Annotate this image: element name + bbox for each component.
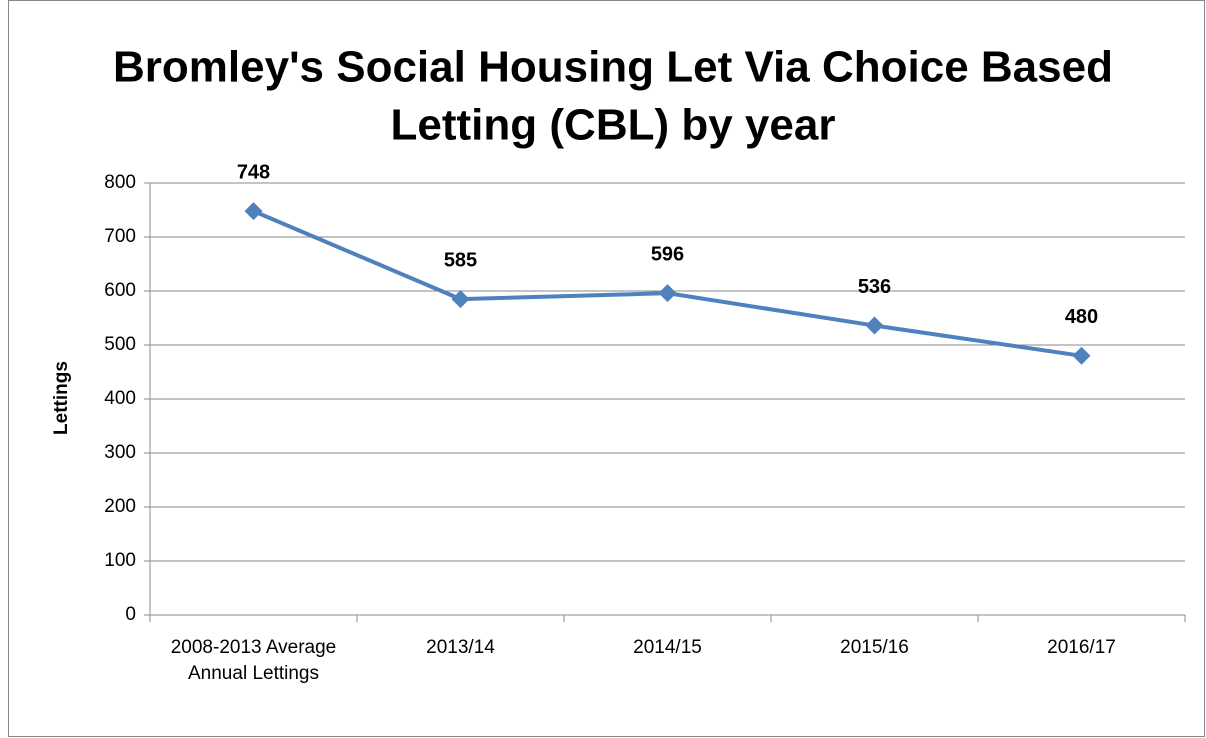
y-axis-label: Lettings: [51, 361, 72, 435]
data-point: [451, 290, 470, 309]
chart-title-line: Bromley's Social Housing Let Via Choice …: [113, 43, 1113, 92]
x-tick-label: 2014/15: [633, 637, 702, 658]
y-tick-label: 500: [104, 334, 136, 355]
x-tick-label: 2015/16: [840, 637, 909, 658]
data-point: [244, 202, 263, 221]
x-tick-label: 2008-2013 Average Annual Lettings: [170, 637, 337, 684]
y-tick-label: 800: [104, 172, 136, 193]
chart-border: [8, 0, 1205, 737]
chart-title-line: Letting (CBL) by year: [391, 101, 836, 150]
data-label: 480: [1065, 306, 1098, 328]
data-label: 585: [444, 249, 477, 271]
data-point: [658, 284, 677, 303]
y-tick-label: 0: [125, 604, 136, 625]
y-tick-label: 400: [104, 388, 136, 409]
x-tick-label: 2016/17: [1047, 637, 1116, 658]
data-label: 596: [651, 243, 684, 265]
data-point: [1072, 346, 1091, 365]
data-label: 536: [858, 276, 891, 298]
x-tick-label: 2013/14: [426, 637, 495, 658]
y-tick-label: 300: [104, 442, 136, 463]
data-point: [865, 316, 884, 335]
y-tick-label: 100: [104, 550, 136, 571]
series-line: [252, 209, 1082, 358]
y-tick-label: 200: [104, 496, 136, 517]
y-tick-label: 600: [104, 280, 136, 301]
data-label: 748: [237, 161, 270, 183]
y-tick-label: 700: [104, 226, 136, 247]
